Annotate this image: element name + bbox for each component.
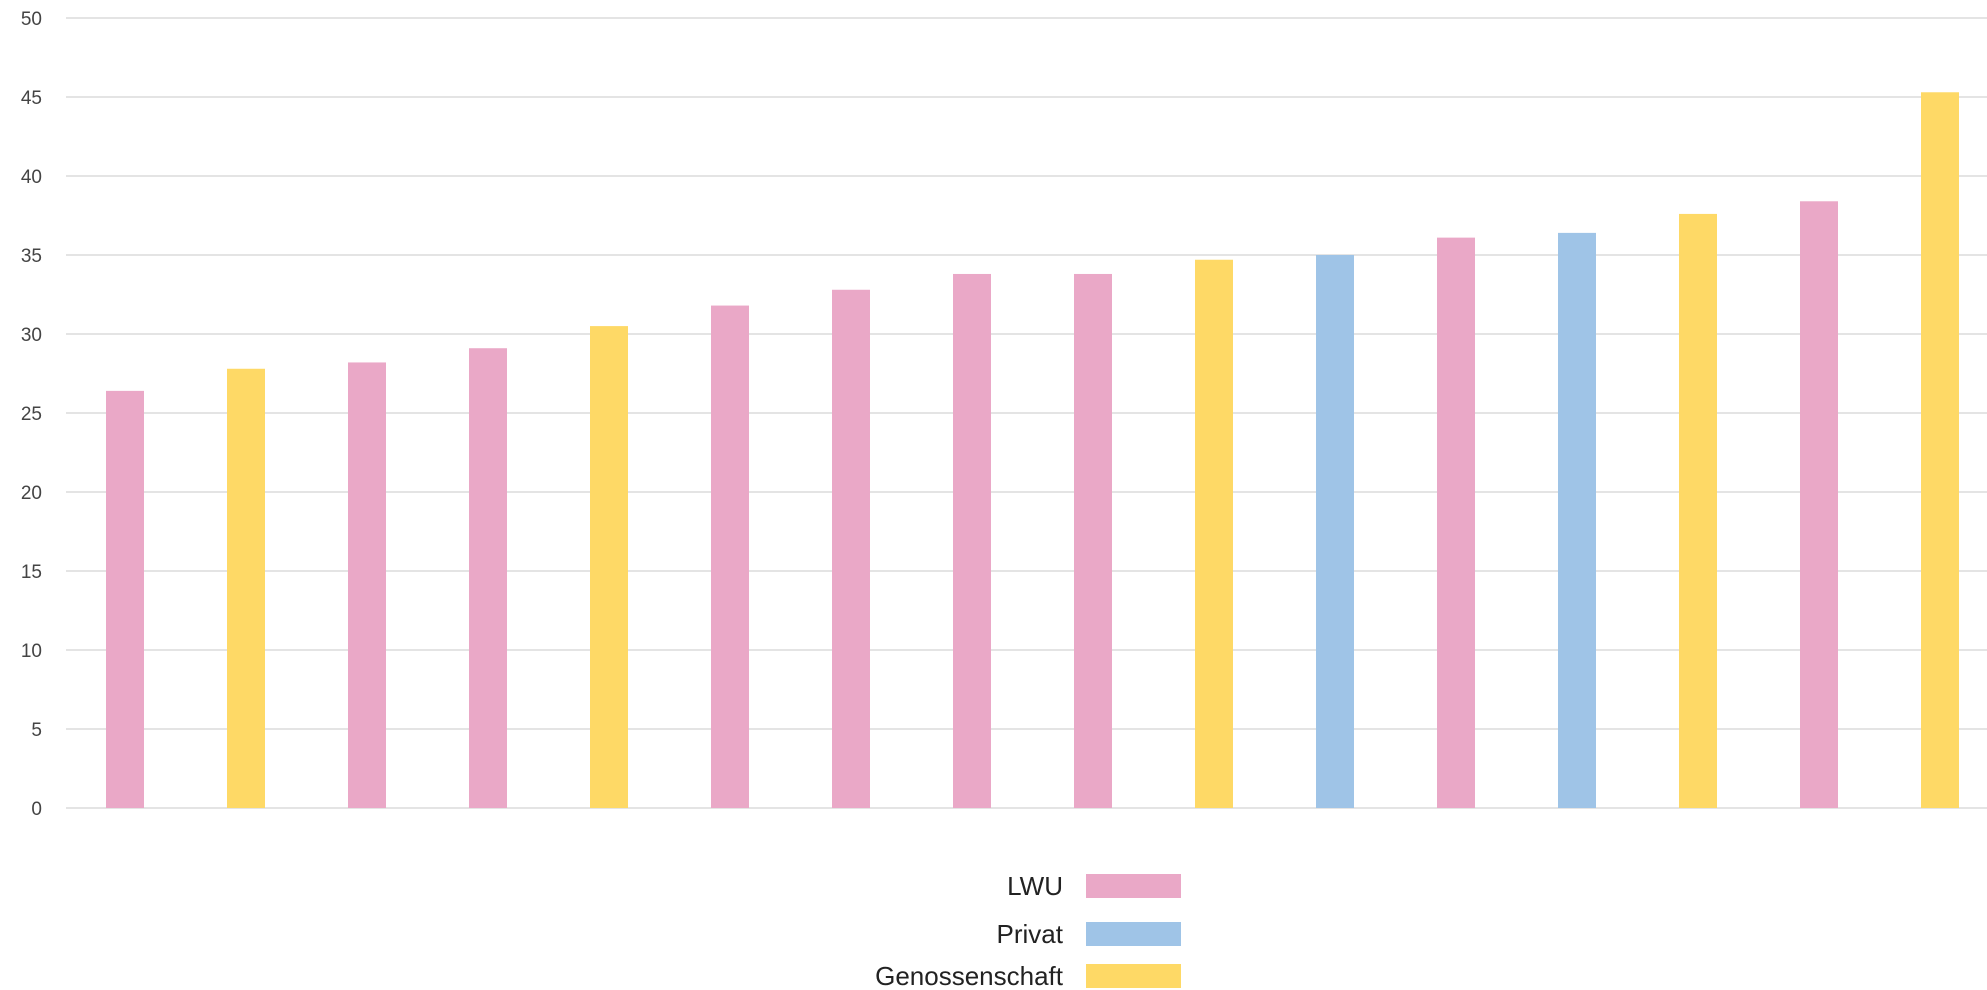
bar-6-lwu xyxy=(711,305,749,808)
legend: LWU Privat Genossenschaft xyxy=(875,871,1181,990)
gridlines xyxy=(66,17,1987,809)
bar-5-genossenschaft xyxy=(590,326,628,808)
y-tick-label: 45 xyxy=(21,88,42,109)
y-tick-label: 40 xyxy=(21,167,42,188)
legend-item-lwu: LWU xyxy=(1007,871,1181,901)
bar-15-lwu xyxy=(1800,201,1838,808)
y-tick-label: 50 xyxy=(21,9,42,30)
bar-2-genossenschaft xyxy=(227,368,265,808)
legend-item-genossenschaft: Genossenschaft xyxy=(875,961,1181,990)
bar-10-genossenschaft xyxy=(1195,259,1233,808)
legend-label: Privat xyxy=(997,919,1064,949)
y-axis-tick-labels: 0 5 10 15 20 25 30 35 40 45 50 xyxy=(21,9,42,820)
bar-4-lwu xyxy=(469,348,507,808)
bar-16-genossenschaft xyxy=(1921,92,1959,808)
legend-swatch-genossenschaft xyxy=(1086,964,1181,988)
legend-swatch-privat xyxy=(1086,922,1181,946)
bar-13-privat xyxy=(1558,232,1596,808)
bars xyxy=(106,92,1959,809)
bar-7-lwu xyxy=(832,289,870,808)
y-tick-label: 20 xyxy=(21,483,42,504)
legend-label: LWU xyxy=(1007,871,1063,901)
bar-14-genossenschaft xyxy=(1679,213,1717,809)
bar-1-lwu xyxy=(106,390,144,808)
y-tick-label: 30 xyxy=(21,325,42,346)
y-tick-label: 15 xyxy=(21,562,42,583)
legend-label: Genossenschaft xyxy=(875,961,1064,990)
y-tick-label: 5 xyxy=(31,720,42,741)
bar-11-privat xyxy=(1316,255,1354,808)
bar-3-lwu xyxy=(348,362,386,808)
y-tick-label: 0 xyxy=(31,799,42,820)
y-tick-label: 10 xyxy=(21,641,42,662)
y-tick-label: 35 xyxy=(21,246,42,267)
y-tick-label: 25 xyxy=(21,404,42,425)
bar-8-lwu xyxy=(953,273,991,809)
bar-9-lwu xyxy=(1074,273,1112,809)
legend-item-privat: Privat xyxy=(997,919,1181,949)
legend-swatch-lwu xyxy=(1086,874,1181,898)
bar-12-lwu xyxy=(1437,237,1475,808)
